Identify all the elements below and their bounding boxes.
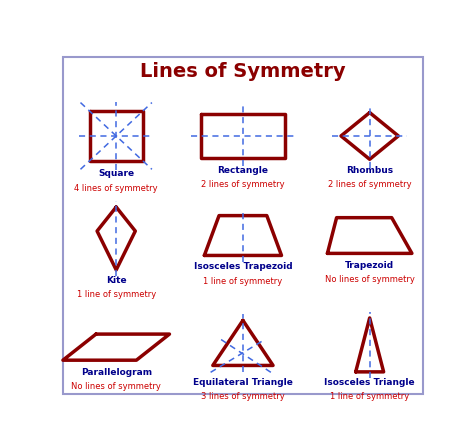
Text: Parallelogram: Parallelogram: [81, 368, 152, 377]
Text: Isosceles Trapezoid: Isosceles Trapezoid: [193, 262, 292, 271]
Text: 1 line of symmetry: 1 line of symmetry: [330, 392, 409, 401]
Text: Rhombus: Rhombus: [346, 166, 393, 175]
Text: Kite: Kite: [106, 276, 127, 285]
Text: Trapezoid: Trapezoid: [345, 260, 394, 269]
Text: Lines of Symmetry: Lines of Symmetry: [140, 62, 346, 81]
Text: 2 lines of symmetry: 2 lines of symmetry: [201, 180, 285, 189]
Text: 4 lines of symmetry: 4 lines of symmetry: [74, 184, 158, 193]
Text: No lines of symmetry: No lines of symmetry: [71, 382, 161, 391]
Text: 1 line of symmetry: 1 line of symmetry: [77, 290, 156, 299]
Text: Rectangle: Rectangle: [218, 166, 268, 175]
Text: No lines of symmetry: No lines of symmetry: [325, 275, 415, 284]
Text: Equilateral Triangle: Equilateral Triangle: [193, 378, 293, 387]
Text: Square: Square: [98, 169, 134, 178]
Text: 3 lines of symmetry: 3 lines of symmetry: [201, 392, 285, 401]
Text: 2 lines of symmetry: 2 lines of symmetry: [328, 180, 411, 189]
Text: 1 line of symmetry: 1 line of symmetry: [203, 277, 283, 286]
Text: Isosceles Triangle: Isosceles Triangle: [324, 378, 415, 387]
